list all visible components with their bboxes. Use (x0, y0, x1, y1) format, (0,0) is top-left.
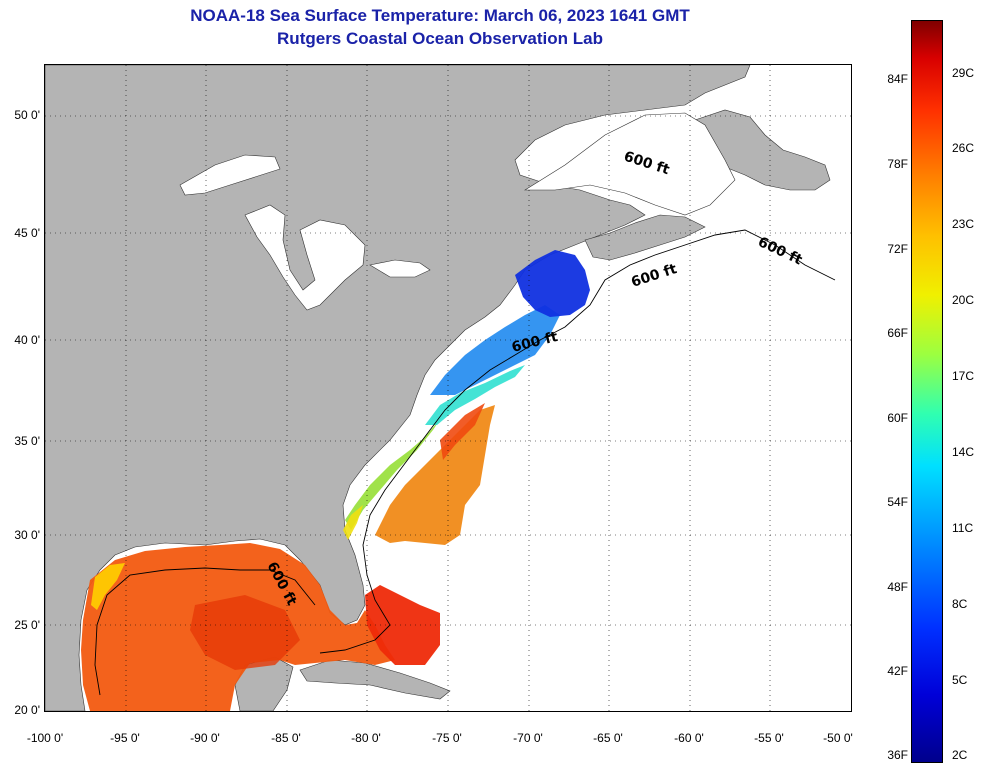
lat-label-35: 35 0' (14, 434, 40, 448)
sst-carolina-coast (345, 415, 443, 530)
sst-gulf-stream-core (440, 403, 485, 460)
colorbar-c-8: 8C (952, 597, 968, 611)
map-canvas: 600 ft 600 ft 600 ft 600 ft 600 ft (45, 65, 851, 711)
sst-florida-straits (365, 585, 440, 665)
sst-gulf-stream (375, 405, 495, 545)
colorbar-f-36: 36F (887, 748, 908, 762)
colorbar-c-5: 5C (952, 673, 968, 687)
lon-label-80: -80 0' (351, 731, 381, 745)
colorbar-f-42: 42F (887, 664, 908, 678)
lon-label-50: -50 0' (823, 731, 853, 745)
land-nova-scotia (584, 214, 706, 261)
bathymetry-contour-600ft (94, 229, 836, 696)
colorbar-f-60: 60F (887, 411, 908, 425)
land-cuba (299, 659, 451, 700)
sst-gulf-shelf-yellow (91, 563, 125, 610)
lon-label-100: -100 0' (26, 731, 64, 745)
colorbar-f-66: 66F (887, 326, 908, 340)
colorbar-f-78: 78F (887, 157, 908, 171)
colorbar-f-72: 72F (887, 242, 908, 256)
sst-carolina-yellow (343, 505, 363, 540)
lat-label-50: 50 0' (14, 108, 40, 122)
colorbar-c-2: 2C (952, 748, 968, 762)
lon-label-65: -65 0' (593, 731, 623, 745)
colorbar-c-23: 23C (952, 217, 975, 231)
sst-shelf-cyan (425, 365, 525, 425)
lat-label-20: 20 0' (14, 703, 40, 717)
colorbar-f-54: 54F (887, 495, 908, 509)
lon-label-60: -60 0' (674, 731, 704, 745)
lon-label-55: -55 0' (754, 731, 784, 745)
colorbar-c-20: 20C (952, 293, 975, 307)
sst-mid-atlantic (430, 305, 560, 395)
colorbar-c-11: 11C (952, 521, 974, 535)
colorbar-c-29: 29C (952, 66, 975, 80)
colorbar-c-17: 17C (952, 369, 975, 383)
sst-gulf-warm-core (190, 595, 300, 670)
lon-label-75: -75 0' (432, 731, 462, 745)
st-lawrence-gulf (523, 112, 736, 216)
colorbar-c-14: 14C (952, 445, 975, 459)
colorbar-c-26: 26C (952, 141, 975, 155)
lat-label-40: 40 0' (14, 333, 40, 347)
lat-label-25: 25 0' (14, 618, 40, 632)
sst-map: 600 ft 600 ft 600 ft 600 ft 600 ft (44, 64, 852, 712)
great-lakes (179, 154, 431, 311)
lon-label-95: -95 0' (110, 731, 140, 745)
sst-gulf-of-maine (515, 250, 590, 317)
lat-label-45: 45 0' (14, 226, 40, 240)
lon-label-85: -85 0' (271, 731, 301, 745)
lon-label-70: -70 0' (513, 731, 543, 745)
map-subtitle: Rutgers Coastal Ocean Observation Lab (277, 29, 603, 48)
temperature-colorbar (911, 20, 943, 763)
land-north-america (45, 65, 751, 711)
map-title: NOAA-18 Sea Surface Temperature: March 0… (190, 6, 690, 25)
colorbar-f-48: 48F (887, 580, 908, 594)
lon-label-90: -90 0' (190, 731, 220, 745)
lat-label-30: 30 0' (14, 528, 40, 542)
colorbar-f-84: 84F (887, 72, 908, 86)
